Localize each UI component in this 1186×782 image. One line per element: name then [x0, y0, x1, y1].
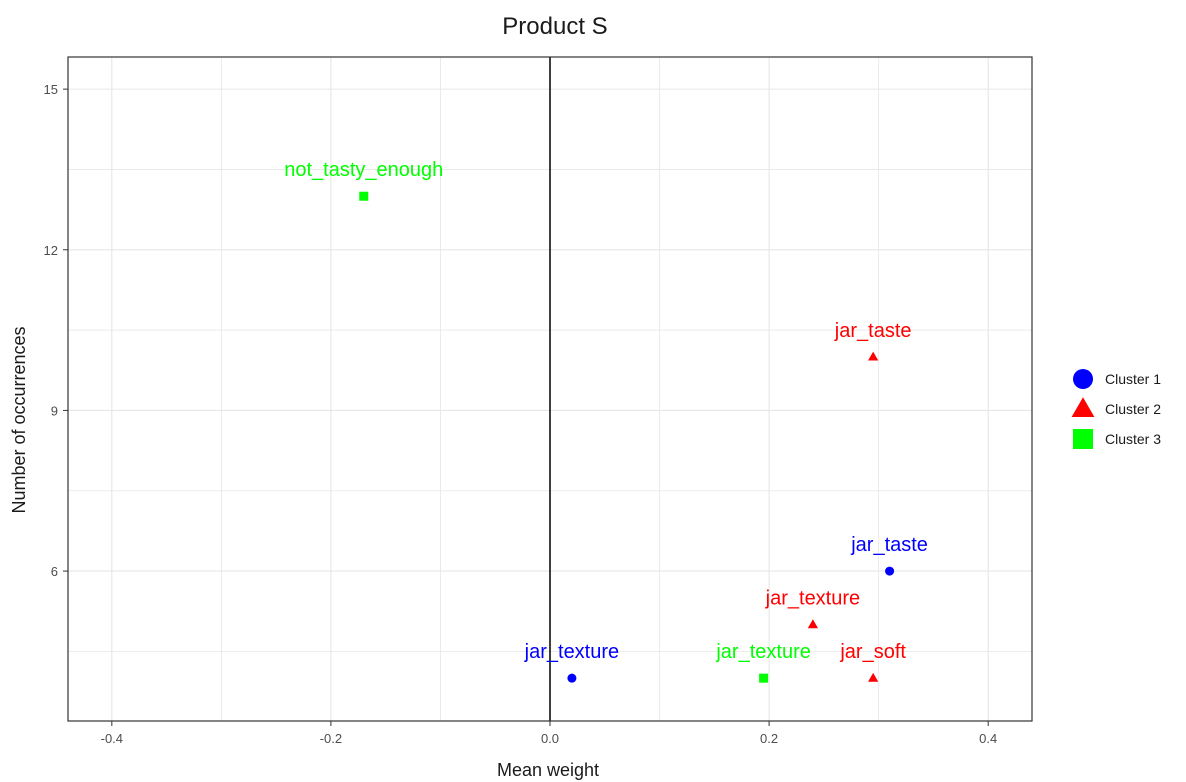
point-label: jar_texture — [715, 641, 811, 663]
x-axis-title: Mean weight — [497, 760, 599, 780]
y-axis-title: Number of occurrences — [9, 326, 29, 513]
y-tick-label: 15 — [44, 82, 58, 97]
legend-label: Cluster 1 — [1105, 371, 1161, 387]
legend-key-cluster-3 — [1073, 429, 1093, 449]
legend-label: Cluster 2 — [1105, 401, 1161, 417]
cluster-2-point — [868, 672, 879, 682]
cluster-3-point — [759, 673, 769, 683]
x-tick-label: -0.2 — [320, 731, 342, 746]
point-labels: jar_taste jar_texture jar_taste jar_texture… — [284, 159, 928, 663]
x-axis-ticks: -0.4 -0.2 0.0 0.2 0.4 — [101, 721, 997, 746]
y-tick-label: 12 — [44, 243, 58, 258]
point-label: jar_texture — [524, 641, 620, 663]
y-tick-label: 9 — [51, 403, 58, 418]
point-label: not_tasty_enough — [284, 159, 443, 181]
data-points — [359, 191, 895, 683]
y-tick-label: 6 — [51, 564, 58, 579]
legend-key-cluster-1 — [1073, 369, 1093, 389]
cluster-3-point — [359, 191, 369, 201]
point-label: jar_texture — [765, 588, 861, 610]
point-label: jar_taste — [850, 534, 928, 556]
legend-label: Cluster 3 — [1105, 431, 1161, 447]
x-tick-label: 0.0 — [541, 731, 559, 746]
y-axis-ticks: 6 9 12 15 — [44, 82, 68, 579]
point-label: jar_soft — [839, 641, 906, 663]
cluster-1-point — [885, 566, 895, 576]
x-tick-label: 0.4 — [979, 731, 997, 746]
legend: Cluster 1 Cluster 2 Cluster 3 — [1071, 369, 1161, 449]
x-tick-label: -0.4 — [101, 731, 123, 746]
point-label: jar_taste — [834, 320, 912, 342]
chart-title: Product S — [502, 13, 607, 40]
legend-key-cluster-2 — [1071, 397, 1095, 417]
x-tick-label: 0.2 — [760, 731, 778, 746]
cluster-2-point — [807, 619, 819, 629]
cluster-2-point — [868, 351, 879, 361]
cluster-1-point — [567, 673, 577, 683]
